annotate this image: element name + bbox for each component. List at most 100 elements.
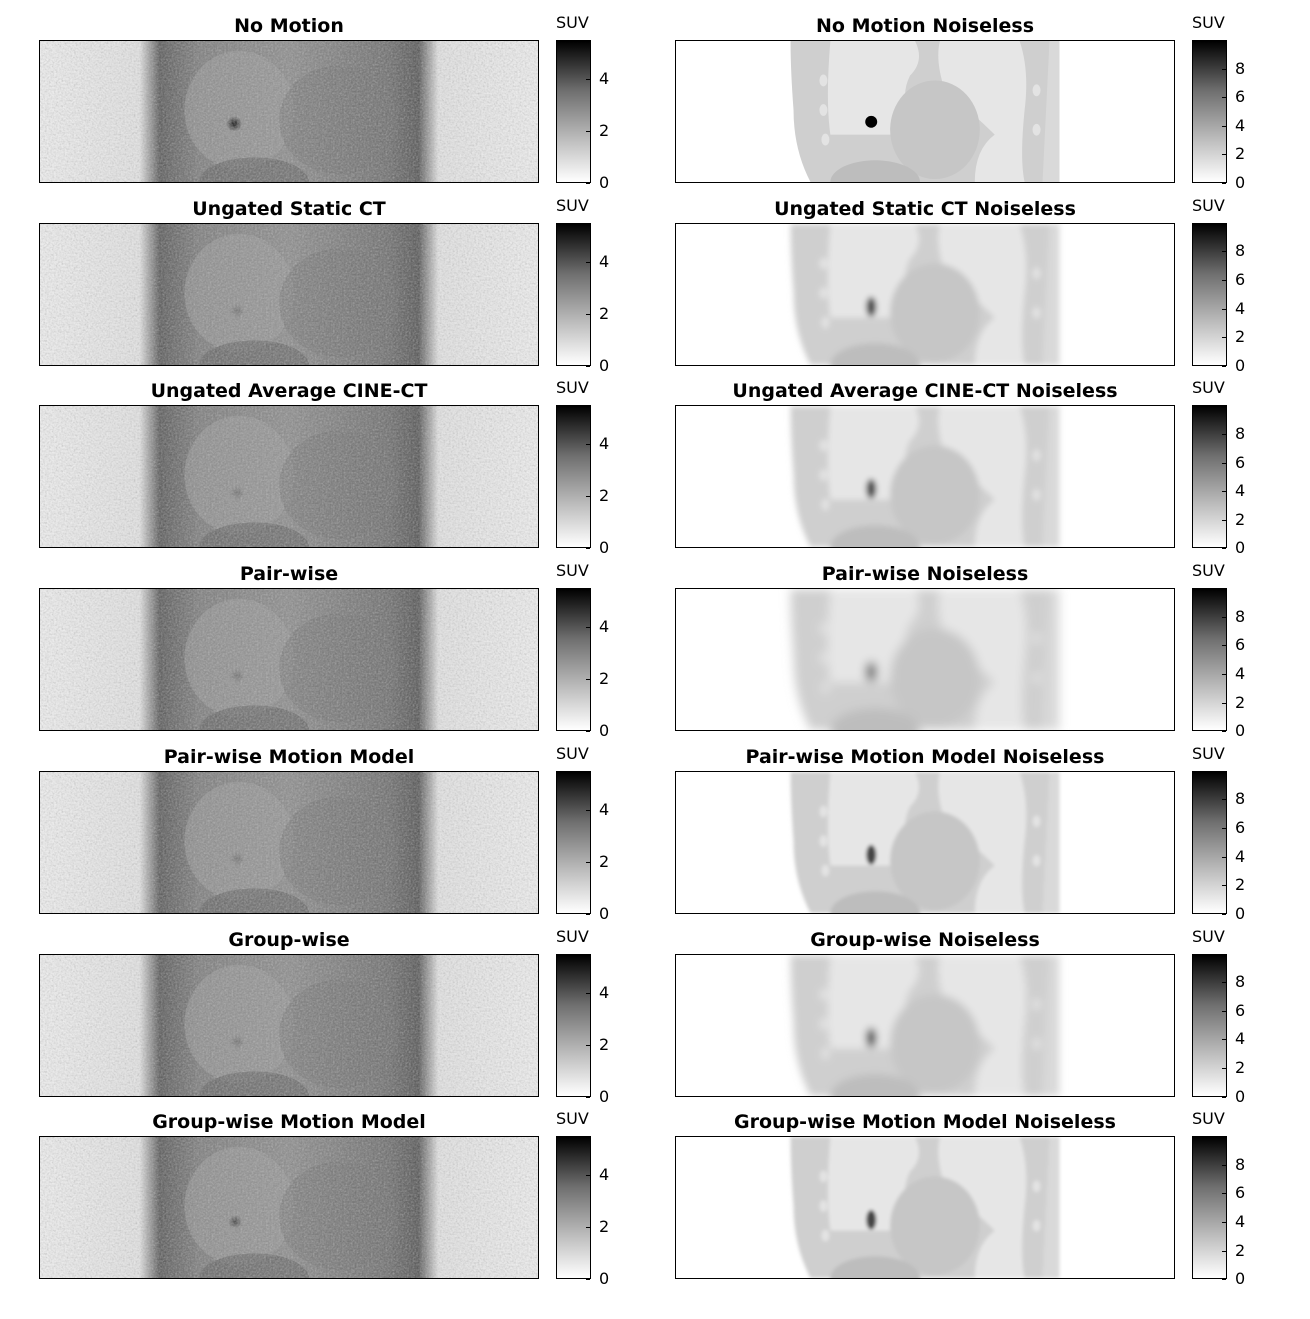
- colorbar-tick: [586, 861, 590, 863]
- panel-title-right: Group-wise Noiseless: [810, 928, 1040, 951]
- colorbar-tick: [1222, 251, 1226, 253]
- colorbar-tick: [586, 496, 590, 498]
- colorbar-tick-label: 6: [1235, 269, 1246, 289]
- panel-title-right: Pair-wise Noiseless: [821, 563, 1029, 586]
- colorbar-tick: [1222, 97, 1226, 99]
- colorbar-tick: [586, 79, 590, 80]
- colorbar-tick: [1222, 1279, 1226, 1281]
- colorbar-tick-label: 4: [599, 1165, 610, 1185]
- colorbar-tick-label: 0: [599, 173, 610, 192]
- colorbar: [1192, 222, 1227, 366]
- colorbar: [556, 405, 591, 549]
- colorbar-tick: [1222, 673, 1226, 675]
- colorbar-tick: [586, 261, 590, 263]
- colorbar: [1192, 588, 1227, 732]
- colorbar-tick-label: 4: [599, 69, 610, 88]
- colorbar-tick: [1222, 828, 1226, 829]
- colorbar-label: SUV: [556, 1109, 589, 1129]
- colorbar-tick-label: 4: [1235, 663, 1246, 683]
- noiseless-pet-image: [675, 222, 1175, 366]
- colorbar-tick-label: 2: [599, 669, 610, 689]
- colorbar: [1192, 770, 1227, 914]
- colorbar-tick-label: 4: [1235, 1029, 1246, 1049]
- pet-image: [39, 953, 539, 1097]
- panel-title-left: Ungated Static CT: [192, 197, 386, 220]
- colorbar-tick: [1222, 1222, 1226, 1223]
- colorbar-tick-label: 2: [1235, 327, 1246, 347]
- colorbar: [1192, 953, 1227, 1097]
- pet-image: [39, 588, 539, 732]
- colorbar-tick: [1222, 1039, 1226, 1041]
- colorbar-tick-label: 0: [599, 1086, 610, 1106]
- colorbar-tick-label: 4: [599, 982, 610, 1002]
- colorbar-tick-label: 2: [1235, 875, 1246, 895]
- colorbar-tick-label: 8: [1235, 606, 1246, 626]
- colorbar-tick-label: 8: [1235, 1154, 1246, 1174]
- colorbar-tick: [1222, 913, 1226, 915]
- colorbar-label: SUV: [556, 926, 589, 946]
- colorbar-tick-label: 0: [1235, 1269, 1246, 1289]
- colorbar-tick-label: 4: [1235, 846, 1246, 866]
- colorbar-tick-label: 6: [1235, 1183, 1246, 1203]
- colorbar-tick-label: 0: [599, 355, 610, 375]
- colorbar-tick-label: 2: [599, 303, 610, 323]
- colorbar-tick-label: 4: [599, 799, 610, 819]
- colorbar-tick-label: 4: [1235, 298, 1246, 318]
- colorbar-tick: [586, 131, 590, 132]
- colorbar-tick: [586, 444, 590, 446]
- colorbar-tick-label: 2: [599, 486, 610, 506]
- colorbar-tick-label: 2: [1235, 1057, 1246, 1077]
- colorbar-tick-label: 6: [1235, 452, 1246, 472]
- colorbar-tick-label: 2: [1235, 144, 1246, 164]
- panel-title-right: Pair-wise Motion Model Noiseless: [745, 745, 1105, 768]
- panel-title-left: Pair-wise: [239, 563, 339, 586]
- colorbar-tick-label: 0: [1235, 1086, 1246, 1106]
- colorbar-tick-label: 4: [1235, 115, 1246, 135]
- colorbar-tick: [1222, 885, 1226, 887]
- colorbar-tick: [586, 809, 590, 811]
- colorbar-label: SUV: [1192, 926, 1225, 946]
- colorbar-tick: [586, 731, 590, 733]
- colorbar-label: SUV: [1192, 195, 1225, 215]
- panel-title-left: Group-wise Motion Model: [152, 1111, 426, 1134]
- colorbar: [1192, 405, 1227, 549]
- colorbar-tick-label: 4: [599, 617, 610, 637]
- colorbar-tick-label: 8: [1235, 424, 1246, 443]
- colorbar-tick-label: 2: [1235, 1240, 1246, 1260]
- colorbar-tick-label: 6: [1235, 1000, 1246, 1020]
- colorbar-tick-label: 2: [599, 121, 610, 140]
- colorbar-tick: [1222, 1067, 1226, 1069]
- colorbar-tick-label: 0: [1235, 538, 1246, 558]
- colorbar-tick-label: 8: [1235, 789, 1246, 809]
- colorbar-tick-label: 2: [599, 1034, 610, 1054]
- colorbar-tick: [586, 1279, 590, 1281]
- colorbar-tick-label: 4: [599, 434, 610, 454]
- colorbar-tick: [1222, 799, 1226, 801]
- colorbar-tick: [1222, 519, 1226, 521]
- noiseless-pet-image: [675, 40, 1175, 183]
- colorbar-tick: [1222, 462, 1226, 464]
- colorbar-tick: [1222, 337, 1226, 339]
- colorbar-tick: [586, 1096, 590, 1098]
- colorbar-tick-label: 6: [1235, 87, 1246, 107]
- colorbar-tick-label: 8: [1235, 58, 1246, 78]
- colorbar: [556, 588, 591, 732]
- colorbar: [556, 222, 591, 366]
- colorbar-tick: [586, 627, 590, 629]
- colorbar-tick: [586, 913, 590, 915]
- colorbar-tick: [1222, 548, 1226, 550]
- colorbar-tick-label: 0: [1235, 173, 1246, 192]
- colorbar: [556, 40, 591, 183]
- colorbar-tick: [1222, 702, 1226, 704]
- noiseless-pet-image: [675, 588, 1175, 732]
- colorbar-tick: [1222, 125, 1226, 127]
- colorbar-tick-label: 4: [1235, 1212, 1246, 1231]
- pet-image: [39, 1136, 539, 1280]
- colorbar-label: SUV: [556, 743, 589, 763]
- colorbar-tick: [1222, 856, 1226, 858]
- panel-title-left: Pair-wise Motion Model: [163, 745, 415, 768]
- colorbar-tick-label: 0: [599, 721, 610, 741]
- colorbar-tick: [1222, 154, 1226, 156]
- colorbar-tick: [586, 679, 590, 681]
- colorbar-tick: [1222, 645, 1226, 647]
